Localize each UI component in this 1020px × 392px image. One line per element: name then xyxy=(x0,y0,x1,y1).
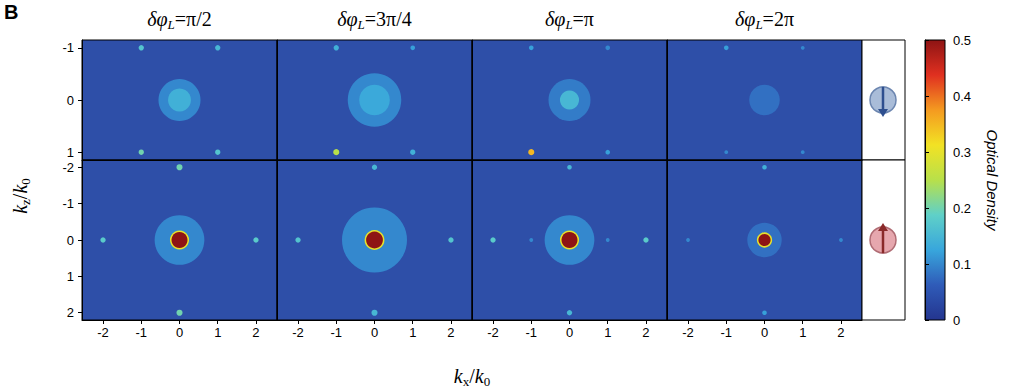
svg-text:1: 1 xyxy=(214,325,221,340)
svg-text:1: 1 xyxy=(604,325,611,340)
svg-text:2: 2 xyxy=(642,325,649,340)
svg-text:-2: -2 xyxy=(292,325,304,340)
svg-text:-1: -1 xyxy=(62,40,74,55)
svg-text:L: L xyxy=(754,17,762,32)
svg-text:0.4: 0.4 xyxy=(953,89,971,104)
svg-text:0.1: 0.1 xyxy=(953,257,971,272)
svg-text:-1: -1 xyxy=(525,325,537,340)
svg-text:-1: -1 xyxy=(330,325,342,340)
svg-text:0: 0 xyxy=(18,178,33,185)
svg-text:L: L xyxy=(564,17,572,32)
svg-text:-1: -1 xyxy=(135,325,147,340)
svg-text:Optical Density: Optical Density xyxy=(984,130,1001,232)
svg-text:=π: =π xyxy=(573,8,594,30)
svg-text:0: 0 xyxy=(371,325,378,340)
svg-text:B: B xyxy=(4,1,18,23)
svg-text:1: 1 xyxy=(799,325,806,340)
svg-text:2: 2 xyxy=(837,325,844,340)
svg-text:-2: -2 xyxy=(97,325,109,340)
html-text:kx/ k: kx/ k xyxy=(453,365,484,389)
svg-text:L: L xyxy=(357,17,365,32)
svg-text:0: 0 xyxy=(176,325,183,340)
svg-text:0: 0 xyxy=(484,374,491,389)
svg-text:-2: -2 xyxy=(62,160,74,175)
svg-text:-2: -2 xyxy=(487,325,499,340)
svg-text:=2π: =2π xyxy=(763,8,794,30)
svg-text:-2: -2 xyxy=(682,325,694,340)
svg-text:z: z xyxy=(17,199,33,205)
svg-text:0.3: 0.3 xyxy=(953,145,971,160)
svg-text:δφ: δφ xyxy=(735,8,755,31)
svg-text:1: 1 xyxy=(67,269,74,284)
svg-text:0: 0 xyxy=(566,325,573,340)
svg-text:1: 1 xyxy=(67,145,74,160)
svg-text:δφ: δφ xyxy=(147,8,167,31)
svg-text:0: 0 xyxy=(761,325,768,340)
svg-text:0.2: 0.2 xyxy=(953,201,971,216)
svg-text:1: 1 xyxy=(409,325,416,340)
svg-text:0.5: 0.5 xyxy=(953,33,971,48)
svg-text:0: 0 xyxy=(67,233,74,248)
svg-text:0: 0 xyxy=(953,313,960,328)
svg-text:2: 2 xyxy=(252,325,259,340)
svg-text:2: 2 xyxy=(67,305,74,320)
svg-text:=π/2: =π/2 xyxy=(175,8,212,30)
svg-text:=3π/4: =3π/4 xyxy=(365,8,412,30)
svg-text:-1: -1 xyxy=(62,196,74,211)
svg-text:k: k xyxy=(9,204,31,214)
svg-text:δφ: δφ xyxy=(545,8,565,31)
svg-text:-1: -1 xyxy=(720,325,732,340)
svg-text:0: 0 xyxy=(67,93,74,108)
svg-text:δφ: δφ xyxy=(337,8,357,31)
svg-text:L: L xyxy=(167,17,175,32)
svg-text:2: 2 xyxy=(447,325,454,340)
svg-text:k: k xyxy=(9,184,31,194)
